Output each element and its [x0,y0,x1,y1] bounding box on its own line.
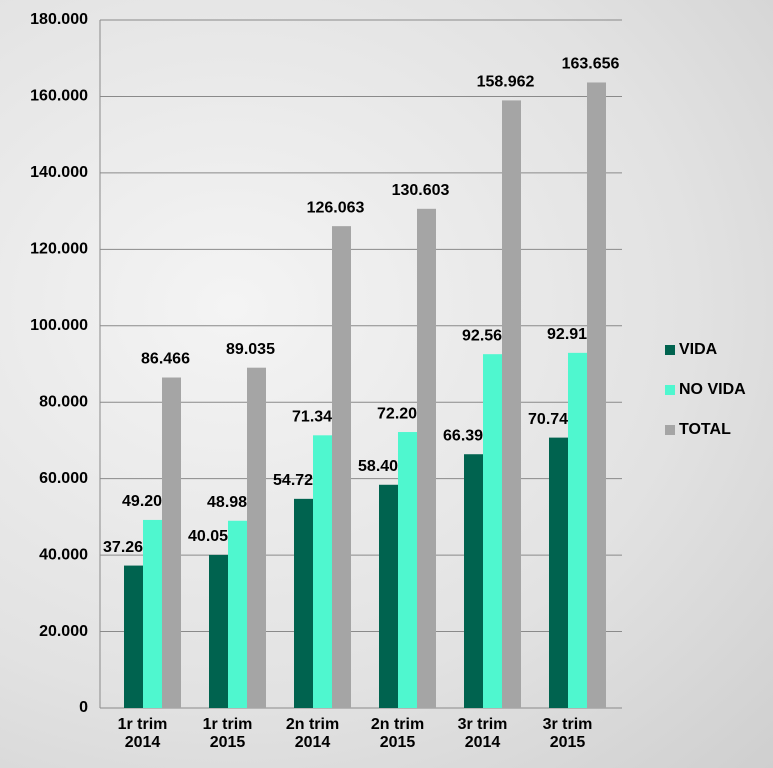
data-label: 54.720 [273,472,322,489]
data-label: 92.568 [462,327,511,344]
bar [417,208,436,708]
legend-swatch [665,345,675,355]
y-tick-label: 120.000 [30,241,88,258]
x-tick-label: 1r trim 2014 [117,716,168,751]
legend-swatch [665,425,675,435]
data-label: 58.403 [358,458,407,475]
y-tick-label: 180.000 [30,11,88,28]
data-label: 92.916 [547,326,596,343]
bar [143,519,162,708]
legend-label: TOTAL [679,421,731,438]
bar [247,367,266,708]
bar [549,437,568,708]
data-label: 48.985 [207,494,256,511]
data-label: 130.603 [392,182,450,199]
bar [294,498,313,708]
x-tick-label: 2n trim 2014 [285,716,340,751]
data-label: 49.204 [122,493,171,510]
data-label: 66.394 [443,427,492,444]
bar [568,352,587,708]
x-tick-label: 2n trim 2015 [370,716,425,751]
bar [483,354,502,708]
data-label: 86.466 [141,351,190,368]
data-label: 163.656 [562,56,620,73]
bar [313,435,332,708]
y-tick-label: 80.000 [39,393,88,410]
y-tick-label: 140.000 [30,164,88,181]
y-tick-label: 160.000 [30,88,88,105]
y-tick-label: 20.000 [39,623,88,640]
legend-label: NO VIDA [679,381,746,398]
y-tick-label: 60.000 [39,470,88,487]
y-tick-label: 100.000 [30,317,88,334]
data-label: 71.343 [292,409,341,426]
data-label: 158.962 [477,74,535,91]
data-label: 40.051 [188,528,237,545]
data-label: 126.063 [307,199,365,216]
x-tick-label: 3r trim 2014 [457,716,508,751]
legend-swatch [665,385,675,395]
bar [228,520,247,708]
y-tick-label: 0 [79,699,88,716]
bar [124,565,143,708]
bar [209,554,228,708]
legend-label: VIDA [679,341,718,358]
data-label: 70.741 [528,411,577,428]
bar [587,82,606,708]
bar [162,377,181,708]
bar [398,432,417,708]
data-label: 37.262 [103,539,152,556]
x-tick-label: 3r trim 2015 [542,716,593,751]
bar [332,226,351,709]
bar [502,100,521,708]
y-tick-label: 40.000 [39,546,88,563]
bar [379,484,398,708]
data-label: 72.200 [377,405,426,422]
bar [464,454,483,708]
x-tick-label: 1r trim 2015 [202,716,253,751]
data-label: 89.035 [226,341,275,358]
